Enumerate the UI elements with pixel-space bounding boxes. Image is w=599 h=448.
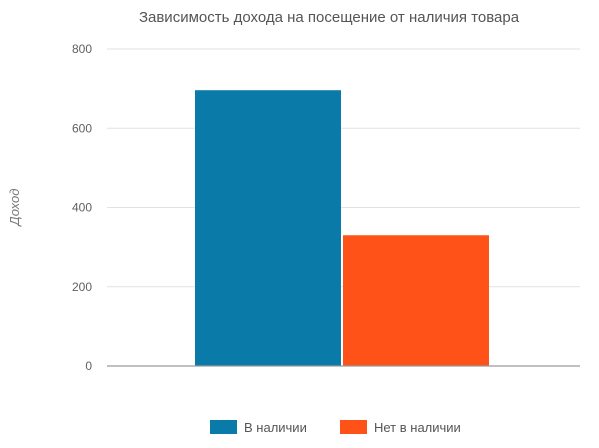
legend-label: В наличии [244, 420, 307, 435]
y-tick-labels: 0 200 400 600 800 [72, 42, 92, 373]
legend-label: Нет в наличии [374, 420, 461, 435]
legend-swatch [340, 420, 367, 434]
y-tick-label: 0 [85, 359, 92, 373]
y-tick-label: 800 [72, 42, 92, 56]
chart-title: Зависимость дохода на посещение от налич… [139, 9, 520, 26]
bar-out-of-stock [343, 235, 489, 366]
y-axis-label: Доход [7, 189, 22, 228]
legend-swatch [210, 420, 237, 434]
bar-in-stock [195, 90, 341, 367]
bars [195, 90, 489, 367]
y-tick-label: 600 [72, 121, 92, 135]
legend: В наличии Нет в наличии [210, 420, 461, 435]
y-tick-label: 400 [72, 201, 92, 215]
y-tick-label: 200 [72, 280, 92, 294]
